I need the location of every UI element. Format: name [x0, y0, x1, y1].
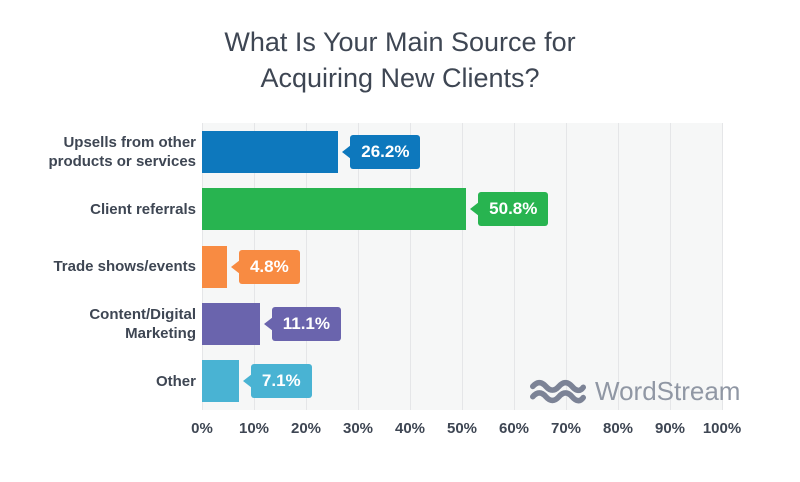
x-tick-label: 10%: [238, 420, 270, 437]
category-label: Trade shows/events: [53, 257, 196, 275]
category-label: Client referrals: [90, 200, 196, 218]
x-tick-label: 100%: [702, 420, 742, 437]
x-tick-label: 0%: [191, 420, 213, 437]
bar: [202, 245, 227, 288]
value-badge: 26.2%: [350, 134, 421, 169]
gridline: [410, 123, 411, 410]
gridline: [514, 123, 515, 410]
value-badge: 50.8%: [478, 192, 549, 227]
gridline: [358, 123, 359, 410]
badge-arrow: [342, 144, 352, 159]
wordstream-watermark: WordStream: [530, 376, 740, 407]
bar: [202, 302, 260, 345]
gridline: [462, 123, 463, 410]
gridline: [670, 123, 671, 410]
category-label: Content/Digital Marketing: [89, 305, 196, 342]
badge-arrow: [242, 374, 252, 389]
badge-arrow: [230, 259, 240, 274]
x-tick-label: 30%: [342, 420, 374, 437]
x-tick-label: 40%: [394, 420, 426, 437]
badge-arrow: [263, 316, 273, 331]
chart-title: What Is Your Main Source for Acquiring N…: [224, 27, 576, 93]
gridline: [566, 123, 567, 410]
x-tick-label: 50%: [446, 420, 478, 437]
brand-name: WordStream: [595, 376, 741, 406]
gridline: [618, 123, 619, 410]
x-tick-label: 80%: [602, 420, 634, 437]
waves-icon: [530, 379, 586, 403]
value-badge: 7.1%: [250, 364, 312, 399]
bar: [202, 130, 339, 173]
value-badge: 4.8%: [238, 249, 300, 284]
badge-arrow: [470, 202, 480, 217]
gridline: [722, 123, 723, 410]
gridline: [306, 123, 307, 410]
x-tick-label: 20%: [290, 420, 322, 437]
x-tick-label: 60%: [498, 420, 530, 437]
category-label: Other: [155, 372, 196, 390]
bar: [202, 188, 467, 231]
value-badge: 11.1%: [271, 306, 341, 341]
plot-area: 26.2% 50.8% 4.8% 11.1% 7.1%: [202, 123, 723, 410]
x-tick-label: 90%: [654, 420, 686, 437]
x-tick-label: 70%: [550, 420, 582, 437]
bar: [202, 360, 239, 403]
category-label: Upsells from other products or services: [48, 133, 196, 170]
